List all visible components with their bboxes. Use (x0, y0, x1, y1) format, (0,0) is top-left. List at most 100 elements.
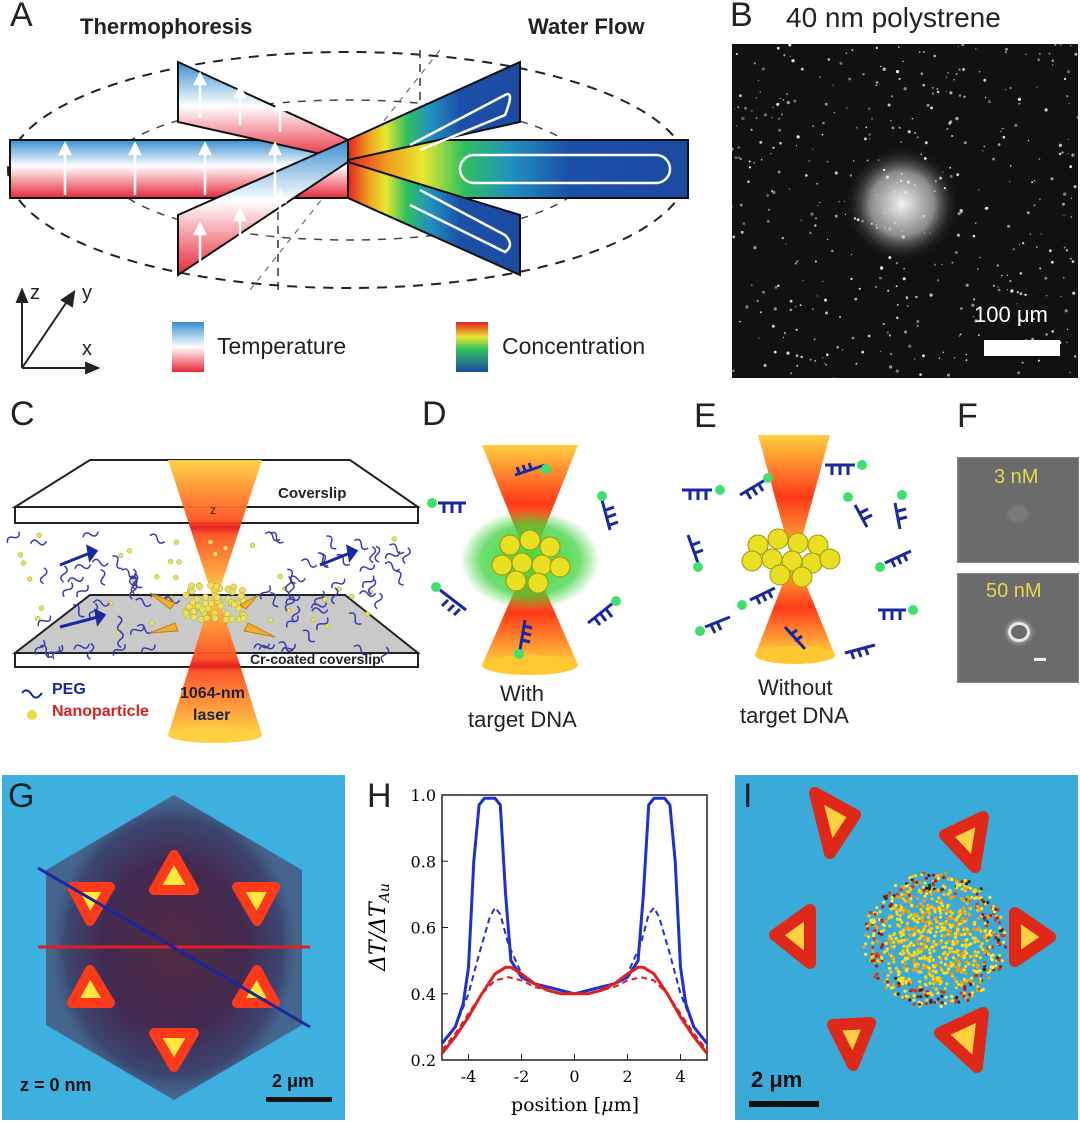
trajectory-point (882, 950, 886, 954)
trajectory-point (887, 937, 891, 941)
trajectory-point (943, 1001, 947, 1005)
thermophoresis-title: Thermophoresis (80, 14, 253, 39)
trajectory-point (901, 928, 905, 932)
trajectory-point (891, 985, 895, 989)
trajectory-point (975, 962, 979, 967)
trajectory-point (950, 974, 954, 978)
speckle-dot (1051, 59, 1055, 62)
speckle-dot (904, 330, 908, 334)
speckle-dot (822, 280, 824, 283)
speckle-dot (736, 125, 738, 127)
trajectory-point (977, 908, 982, 913)
speckle-dot (832, 84, 835, 86)
speckle-dot (732, 205, 734, 208)
trajectory-point (971, 936, 975, 940)
x-tick-label: 4 (675, 1067, 685, 1086)
trajectory-point (938, 909, 942, 913)
speckle-dot (821, 356, 824, 359)
speckle-dot (915, 295, 918, 299)
y-tick-label: 0.8 (411, 852, 436, 871)
speckle-dot (877, 159, 880, 161)
trajectory-point (864, 942, 868, 946)
speckle-dot (759, 91, 762, 93)
nanoparticle (211, 614, 219, 622)
trajectory-point (938, 941, 942, 945)
speckle-dot (814, 217, 818, 220)
speckle-dot (889, 352, 893, 356)
trajectory-point (934, 875, 938, 879)
nanoparticle (322, 596, 328, 602)
speckle-dot (785, 243, 787, 245)
speckle-dot (856, 218, 860, 222)
trajectory-point (905, 899, 909, 903)
trajectory-point (995, 916, 999, 920)
peg-strand (60, 565, 68, 583)
speckle-dot (786, 351, 790, 355)
trajectory-point (940, 1000, 944, 1005)
speckle-dot (1019, 292, 1023, 295)
speckle-dot (1022, 242, 1025, 245)
trajectory-point (990, 957, 994, 961)
speckle-dot (955, 72, 958, 76)
speckle-dot (931, 92, 935, 95)
nanoparticle (35, 615, 41, 622)
trajectory-point (955, 995, 959, 999)
peg-strand (149, 533, 166, 544)
speckle-dot (741, 116, 745, 121)
trajectory-point (980, 907, 984, 911)
trajectory-point (922, 905, 926, 909)
peg-strand (112, 644, 126, 656)
trajectory-point (983, 951, 987, 955)
trajectory-point (962, 977, 966, 981)
trajectory-point (865, 924, 869, 928)
speckle-dot (737, 146, 740, 149)
speckle-dot (800, 355, 803, 359)
trajectory-point (922, 991, 926, 995)
trajectory-point (968, 954, 973, 959)
peg-strand (359, 564, 376, 572)
speckle-dot (887, 289, 890, 292)
trajectory-point (981, 912, 985, 917)
trajectory-point (933, 934, 937, 938)
trajectory-point (939, 990, 943, 994)
trajectory-point (912, 961, 916, 965)
speckle-dot (1037, 58, 1040, 61)
trajectory-point (894, 966, 899, 970)
trajectory-point (900, 982, 904, 986)
peg-strand (162, 596, 181, 604)
trajectory-point (944, 995, 948, 999)
speckle-dot (891, 126, 895, 130)
speckle-dot (958, 94, 962, 97)
trajectory-point (968, 913, 972, 917)
speckle-dot (1050, 260, 1054, 264)
speckle-dot (931, 86, 934, 89)
trajectory-point (959, 991, 963, 995)
peg-strand (284, 575, 293, 594)
speckle-dot (834, 171, 838, 175)
trajectory-point (872, 933, 876, 938)
speckle-dot (961, 44, 964, 47)
speckle-dot (898, 77, 901, 80)
trajectory-point (975, 928, 979, 932)
trajectory-point (1000, 959, 1004, 963)
trajectory-point (919, 995, 923, 999)
speckle-dot (954, 251, 958, 254)
speckle-dot (977, 334, 980, 337)
trajectory-point (934, 930, 938, 934)
trajectory-point (880, 920, 884, 924)
speckle-dot (886, 331, 889, 334)
speckle-dot (975, 48, 977, 50)
nanoparticle (207, 600, 215, 608)
speckle-dot (875, 46, 878, 50)
speckle-dot (922, 51, 925, 53)
z-marker: z (210, 503, 216, 517)
trajectory-point (907, 977, 911, 981)
trajectory-point (895, 917, 900, 921)
trajectory-point (952, 956, 956, 960)
nanoparticle (212, 582, 220, 590)
speckle-dot (1066, 95, 1069, 98)
nanoparticle (217, 602, 225, 610)
series-line-3 (441, 976, 708, 1051)
speckle-dot (972, 298, 976, 301)
trajectory-point (965, 960, 969, 964)
